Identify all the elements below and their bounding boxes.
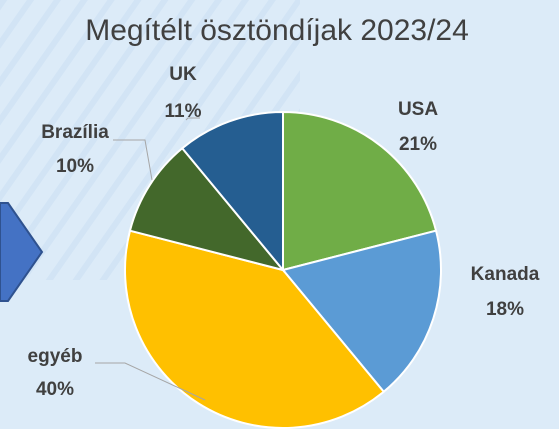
slice-value: 11%: [165, 101, 202, 122]
arrow-shape: [0, 202, 44, 302]
leader-line: [113, 139, 153, 181]
slice-label: USA: [398, 99, 438, 120]
leader-line: [95, 362, 206, 401]
slice-label: Kanada: [471, 264, 540, 285]
pie: [124, 110, 442, 429]
slice-value: 40%: [36, 379, 74, 400]
pie-slice: [282, 110, 438, 272]
leader-line: [185, 117, 200, 121]
chart-title: Megítélt ösztöndíjak 2023/24: [85, 14, 469, 47]
slice-value: 10%: [56, 156, 94, 177]
pie-slice: [180, 110, 284, 273]
slice-value: 21%: [399, 134, 437, 155]
slice-label: Brazília: [41, 122, 109, 143]
pie-slice: [124, 229, 386, 429]
slice-value: 18%: [486, 299, 524, 320]
slice-label: UK: [169, 64, 197, 85]
pie-slice: [128, 146, 286, 272]
slice-label: egyéb: [28, 346, 83, 367]
pie-slice: [281, 229, 442, 394]
